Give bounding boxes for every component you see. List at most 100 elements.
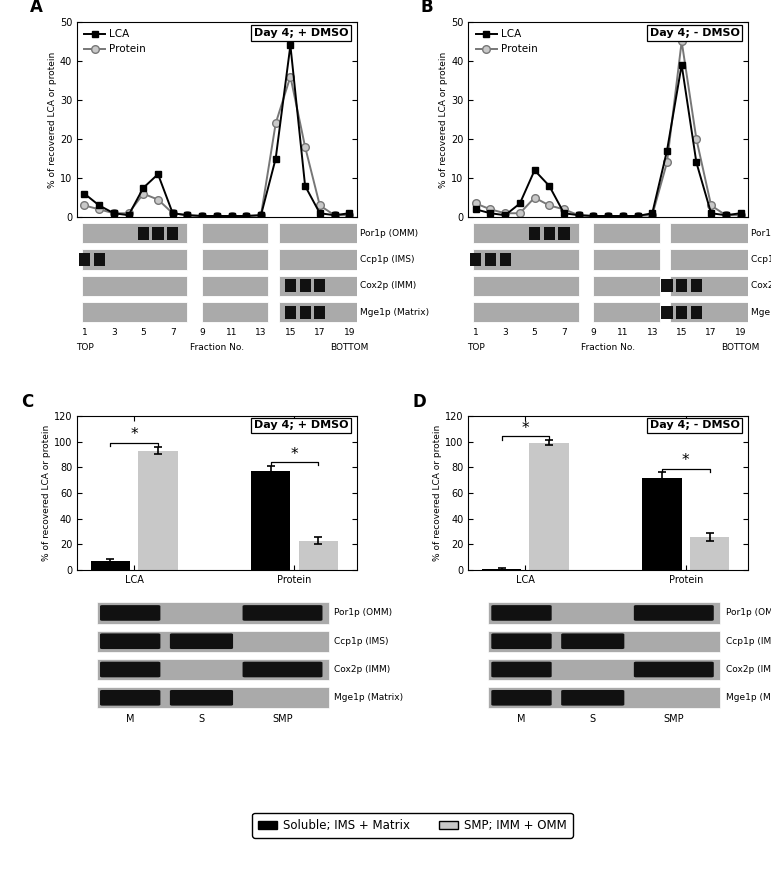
Protein	[139, 188, 148, 199]
Bar	[676, 279, 687, 293]
Text: Fraction No.: Fraction No.	[581, 343, 635, 352]
Protein	[648, 210, 657, 221]
Protein	[330, 210, 339, 221]
Bar	[167, 227, 178, 240]
Bar	[153, 227, 163, 240]
Bar	[473, 302, 579, 322]
Bar	[138, 450, 177, 570]
Bar	[278, 250, 356, 270]
LCA	[212, 211, 221, 222]
FancyBboxPatch shape	[243, 661, 322, 677]
Bar	[594, 276, 660, 296]
LCA	[721, 210, 730, 221]
Text: 1: 1	[473, 328, 479, 337]
Protein	[197, 211, 207, 222]
Bar	[670, 276, 748, 296]
Bar	[82, 223, 187, 244]
Text: Ccp1p (IMS): Ccp1p (IMS)	[726, 637, 771, 646]
Text: *: *	[682, 453, 689, 468]
LCA	[315, 208, 325, 218]
Bar	[691, 279, 702, 293]
FancyBboxPatch shape	[634, 605, 714, 621]
Bar	[594, 223, 660, 244]
Protein	[574, 210, 584, 221]
Protein	[618, 211, 628, 222]
FancyBboxPatch shape	[100, 661, 160, 677]
Text: Cox2p (IMM): Cox2p (IMM)	[726, 665, 771, 674]
FancyBboxPatch shape	[561, 690, 625, 706]
Bar	[315, 279, 325, 293]
Protein	[301, 142, 310, 152]
LCA	[471, 204, 480, 215]
LCA	[662, 145, 672, 156]
Line: LCA: LCA	[473, 62, 743, 219]
Text: BOTTOM: BOTTOM	[330, 343, 369, 352]
Text: Cox2p (IMM): Cox2p (IMM)	[335, 665, 390, 674]
Protein	[604, 211, 613, 222]
Protein	[471, 198, 480, 208]
Text: *: *	[291, 447, 298, 462]
Bar	[662, 279, 672, 293]
LCA	[124, 210, 133, 221]
FancyBboxPatch shape	[100, 633, 160, 649]
Protein	[500, 208, 510, 218]
LCA	[139, 182, 148, 193]
LCA	[648, 208, 657, 218]
Text: Day 4; - DMSO: Day 4; - DMSO	[650, 28, 739, 38]
Text: *: *	[130, 427, 138, 442]
Text: 7: 7	[561, 328, 567, 337]
LCA	[736, 208, 745, 218]
Text: M: M	[126, 714, 134, 724]
LCA	[168, 208, 177, 218]
LCA	[241, 211, 251, 222]
Text: 17: 17	[705, 328, 717, 337]
Bar	[251, 471, 291, 570]
LCA	[183, 210, 192, 221]
Bar	[488, 603, 720, 624]
Protein	[345, 210, 354, 221]
LCA	[574, 210, 584, 221]
Bar	[662, 306, 672, 319]
Text: 13: 13	[255, 328, 267, 337]
Bar	[488, 631, 720, 652]
FancyBboxPatch shape	[170, 690, 233, 706]
Protein	[168, 208, 177, 218]
FancyBboxPatch shape	[170, 633, 233, 649]
Bar	[82, 276, 187, 296]
Text: S: S	[198, 714, 204, 724]
Protein	[153, 194, 163, 205]
Text: 13: 13	[647, 328, 658, 337]
Line: Protein: Protein	[81, 73, 353, 220]
Bar	[485, 253, 496, 266]
Protein	[486, 204, 495, 215]
Text: TOP: TOP	[76, 343, 93, 352]
LCA	[515, 198, 524, 208]
LCA	[286, 40, 295, 51]
Text: Ccp1p (IMS): Ccp1p (IMS)	[751, 255, 771, 264]
Text: Por1p (OMM): Por1p (OMM)	[335, 609, 392, 618]
Legend: LCA, Protein: LCA, Protein	[472, 25, 541, 59]
Bar	[500, 253, 510, 266]
LCA	[197, 211, 207, 222]
LCA	[153, 169, 163, 180]
Text: Mge1p (Matrix): Mge1p (Matrix)	[335, 693, 403, 703]
Text: A: A	[29, 0, 42, 16]
Legend: Soluble; IMS + Matrix, SMP; IMM + OMM: Soluble; IMS + Matrix, SMP; IMM + OMM	[252, 813, 573, 837]
Protein	[530, 193, 539, 203]
Text: 11: 11	[617, 328, 628, 337]
Bar	[642, 477, 682, 570]
Text: SMP: SMP	[272, 714, 293, 724]
Text: TOP: TOP	[467, 343, 485, 352]
LCA	[618, 211, 628, 222]
Protein	[662, 157, 672, 167]
Text: Cox2p (IMM): Cox2p (IMM)	[751, 281, 771, 290]
Y-axis label: % of recovered LCA or protein: % of recovered LCA or protein	[48, 52, 57, 187]
LCA	[677, 60, 686, 70]
LCA	[692, 157, 701, 167]
Protein	[677, 36, 686, 46]
Text: 19: 19	[344, 328, 355, 337]
Bar	[82, 250, 187, 270]
Protein	[286, 71, 295, 81]
Text: Mge1p (Matrix): Mge1p (Matrix)	[751, 307, 771, 317]
FancyBboxPatch shape	[491, 661, 552, 677]
